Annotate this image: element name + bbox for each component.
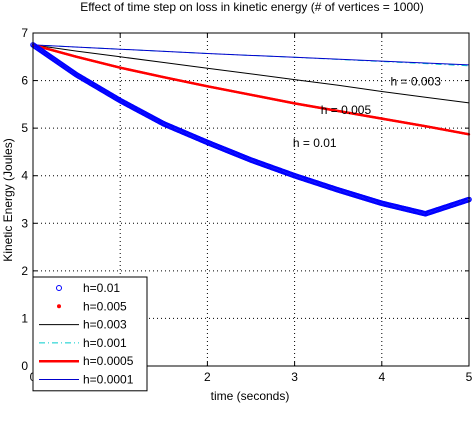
y-tick-label: 2 [21, 264, 28, 278]
legend-marker [56, 285, 62, 291]
series-line [32, 44, 470, 66]
series-h-0-01 [30, 42, 472, 217]
y-tick-label: 7 [21, 26, 28, 40]
x-axis-label: time (seconds) [211, 389, 290, 403]
x-tick-label: 3 [291, 370, 298, 384]
curve-annotation: h = 0.005 [321, 103, 372, 117]
y-tick-label: 0 [21, 359, 28, 373]
curve-annotation: h = 0.01 [293, 136, 337, 150]
y-tick-label: 4 [21, 169, 28, 183]
chart-title: Effect of time step on loss in kinetic e… [80, 0, 424, 14]
curve-annotation: h = 0.003 [391, 74, 442, 88]
plot-frame [32, 32, 470, 367]
series-layer [30, 42, 472, 217]
legend-label: h=0.0001 [83, 373, 134, 387]
legend-label: h=0.003 [83, 318, 127, 332]
series-h-0-003 [32, 44, 470, 104]
legend-label: h=0.01 [83, 281, 120, 295]
series-h-0-005 [31, 43, 471, 136]
y-tick-label: 6 [21, 74, 28, 88]
legend-label: h=0.005 [83, 299, 127, 313]
legend-box [32, 276, 148, 392]
legend-label: h=0.001 [83, 336, 127, 350]
y-tick-label: 3 [21, 216, 28, 230]
series-h-0-0001 [32, 44, 470, 66]
legend: h=0.01 h=0.005 h=0.003 h=0.001 h=0.0005 h=0.0… [32, 276, 148, 392]
legend-marker [57, 304, 61, 309]
y-tick-label: 5 [21, 121, 28, 135]
legend-label: h=0.0005 [83, 354, 134, 368]
annotation-layer: h = 0.003 h = 0.005 h = 0.01 [293, 74, 441, 150]
y-tick-label: 1 [21, 311, 28, 325]
series-line [32, 44, 470, 104]
x-tick-label: 4 [378, 370, 385, 384]
x-tick-label: 5 [466, 370, 473, 384]
x-tick-label: 2 [204, 370, 211, 384]
y-axis-label: Kinetic Energy (Joules) [1, 138, 15, 261]
